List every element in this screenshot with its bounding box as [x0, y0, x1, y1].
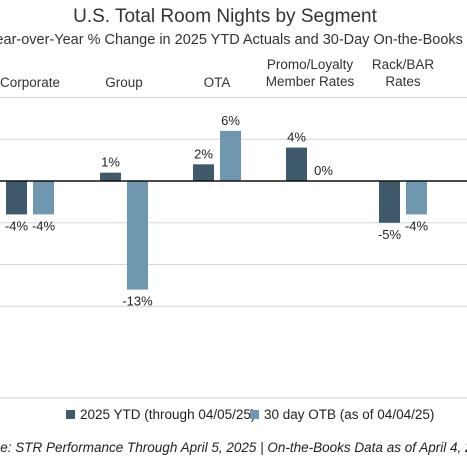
legend-item: 2025 YTD (through 04/05/25)	[66, 407, 255, 422]
bars	[6, 130, 427, 290]
category-labels: Corporate Group OTA Promo/Loyalty Member Rat…	[0, 57, 434, 90]
legend-label: 30 day OTB (as of 04/04/25)	[264, 407, 434, 422]
legend-swatch	[66, 410, 75, 419]
legend: 2025 YTD (through 04/05/25) 30 day OTB (a…	[66, 407, 434, 422]
data-label: 4%	[287, 130, 306, 145]
data-label: -4%	[5, 218, 29, 233]
data-label: 0%	[314, 163, 333, 178]
category-label: Promo/Loyalty Member Rates	[266, 57, 355, 89]
bar-ytd	[286, 147, 307, 181]
data-label: -4%	[32, 218, 56, 233]
category-label: Group	[105, 75, 143, 90]
legend-item: 30 day OTB (as of 04/04/25)	[250, 407, 434, 422]
bar-ytd	[379, 181, 400, 223]
data-label: -5%	[378, 227, 402, 242]
gridlines	[0, 97, 467, 307]
chart-footnote: Source: STR Performance Through April 5,…	[0, 440, 467, 455]
data-label: 6%	[221, 113, 240, 128]
bar-ytd	[193, 164, 214, 181]
category-label: OTA	[204, 75, 231, 90]
data-label: 2%	[194, 146, 213, 161]
bar-otb	[127, 181, 148, 290]
data-label: 1%	[101, 155, 120, 170]
bar-ytd	[6, 181, 27, 215]
chart-subtitle: Year-over-Year % Change in 2025 YTD Actu…	[0, 32, 463, 48]
data-label: -13%	[122, 294, 153, 309]
bar-otb	[406, 181, 427, 215]
category-label: Rack/BAR Rates	[372, 57, 435, 89]
legend-swatch	[250, 410, 259, 419]
bar-otb	[220, 130, 241, 181]
bar-ytd	[100, 172, 121, 181]
data-label: -4%	[405, 218, 429, 233]
bar-otb	[33, 181, 54, 215]
data-labels: -4%1%2%4%-5%-4%-13%6%0%-4%	[5, 113, 429, 309]
category-label: Corporate	[0, 75, 60, 90]
chart-title: U.S. Total Room Nights by Segment	[73, 6, 378, 27]
legend-label: 2025 YTD (through 04/05/25)	[80, 407, 255, 422]
